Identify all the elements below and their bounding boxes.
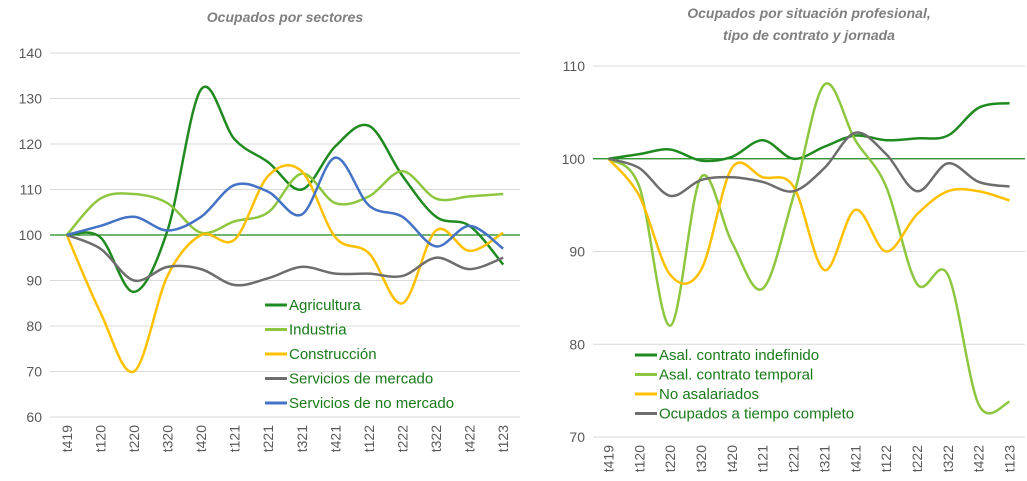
y-tick-label: 70 xyxy=(26,364,42,380)
x-tick-label: t420 xyxy=(193,425,209,452)
title-line: Ocupados por situación profesional, xyxy=(687,5,930,21)
series-line xyxy=(66,156,504,250)
title-line: tipo de contrato y jornada xyxy=(723,27,895,43)
x-tick-label: t222 xyxy=(909,445,925,472)
x-tick-label: t221 xyxy=(786,445,802,472)
x-tick-label: t123 xyxy=(495,425,511,452)
x-tick-label: t121 xyxy=(227,425,243,452)
legend-label: Industria xyxy=(289,322,347,339)
y-tick-label: 60 xyxy=(26,409,42,425)
legend-label: Ocupados a tiempo completo xyxy=(659,406,854,423)
x-tick-label: t221 xyxy=(260,425,276,452)
y-tick-label: 90 xyxy=(26,273,42,289)
x-tick-label: t121 xyxy=(755,445,771,472)
y-tick-label: 120 xyxy=(19,136,43,152)
x-tick-label: t420 xyxy=(724,445,740,472)
x-tick-label: t123 xyxy=(1002,445,1018,472)
y-tick-label: 110 xyxy=(563,58,586,74)
x-tick-label: t122 xyxy=(361,425,377,452)
x-tick-label: t321 xyxy=(294,425,310,452)
y-tick-label: 110 xyxy=(20,182,43,198)
legend-label: Servicios de no mercado xyxy=(289,395,454,412)
legend-label: Asal. contrato indefinido xyxy=(659,347,819,364)
series-line xyxy=(65,163,504,374)
chart-title: Ocupados por situación profesional, tipo … xyxy=(687,5,930,43)
x-tick-label: t419 xyxy=(59,425,75,452)
y-tick-label: 130 xyxy=(19,91,43,107)
x-tick-label: t322 xyxy=(940,445,956,472)
x-tick-label: t321 xyxy=(816,445,832,472)
x-tick-label: t419 xyxy=(600,445,616,472)
x-tick-label: t422 xyxy=(462,425,478,452)
legend-label: Agricultura xyxy=(289,297,361,314)
x-tick-label: t220 xyxy=(662,445,678,472)
series-line xyxy=(608,101,1010,163)
series-line xyxy=(607,82,1011,415)
x-tick-label: t320 xyxy=(160,425,176,452)
legend-label: Construcción xyxy=(289,346,377,363)
y-tick-label: 90 xyxy=(569,244,585,260)
legend-label: No asalariados xyxy=(659,386,759,403)
series-line xyxy=(65,170,504,236)
x-tick-label: t122 xyxy=(878,445,894,472)
x-tick-label: t222 xyxy=(395,425,411,452)
legend-label: Servicios de mercado xyxy=(289,371,433,388)
chart-title: Ocupados por sectores xyxy=(207,9,364,25)
x-tick-label: t120 xyxy=(631,445,647,472)
y-tick-label: 70 xyxy=(569,429,585,445)
x-tick-label: t322 xyxy=(428,425,444,452)
x-tick-label: t320 xyxy=(693,445,709,472)
series-line xyxy=(607,157,1010,285)
x-tick-label: t422 xyxy=(971,445,987,472)
series-line xyxy=(608,131,1010,198)
series-line xyxy=(66,233,504,287)
y-tick-label: 80 xyxy=(26,318,42,334)
y-tick-label: 100 xyxy=(19,227,43,243)
y-tick-label: 140 xyxy=(19,45,43,61)
x-tick-label: t421 xyxy=(327,425,343,452)
legend-label: Asal. contrato temporal xyxy=(659,367,813,384)
x-tick-label: t120 xyxy=(92,425,108,452)
x-tick-label: t220 xyxy=(126,425,142,452)
series-line xyxy=(66,85,505,294)
x-tick-label: t421 xyxy=(847,445,863,472)
y-tick-label: 100 xyxy=(562,151,586,167)
y-tick-label: 80 xyxy=(569,336,585,352)
